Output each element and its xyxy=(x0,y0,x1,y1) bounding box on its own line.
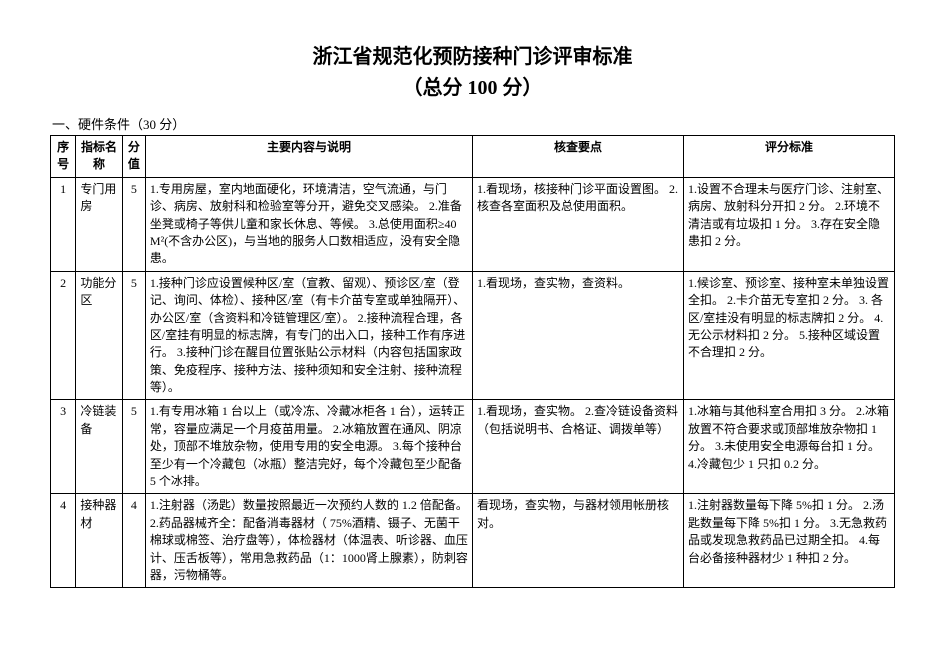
col-desc: 主要内容与说明 xyxy=(145,136,472,178)
cell-desc: 1.注射器（汤匙）数量按照最近一次预约人数的 1.2 倍配备。 2.药品器械齐全… xyxy=(145,494,472,588)
doc-subtitle: （总分 100 分） xyxy=(50,71,895,100)
cell-eval: 1.设置不合理未与医疗门诊、注射室、病房、放射科分开扣 2 分。 2.环境不清洁… xyxy=(683,177,894,271)
cell-check: 看现场，查实物，与器材领用帐册核对。 xyxy=(472,494,683,588)
cell-check: 1.看现场，查实物。 2.查冷链设备资料（包括说明书、合格证、调拨单等） xyxy=(472,400,683,494)
cell-eval: 1.候诊室、预诊室、接种室未单独设置全扣。 2.卡介苗无专室扣 2 分。 3. … xyxy=(683,271,894,400)
cell-score: 4 xyxy=(122,494,145,588)
cell-name: 专门用房 xyxy=(76,177,122,271)
table-body: 1 专门用房 5 1.专用房屋，室内地面硬化，环境清洁，空气流通，与门诊、病房、… xyxy=(51,177,895,588)
cell-score: 5 xyxy=(122,177,145,271)
table-row: 2 功能分区 5 1.接种门诊应设置候种区/室（宣教、留观）、预诊区/室（登记、… xyxy=(51,271,895,400)
col-check: 核查要点 xyxy=(472,136,683,178)
table-header-row: 序号 指标名称 分值 主要内容与说明 核查要点 评分标准 xyxy=(51,136,895,178)
cell-score: 5 xyxy=(122,400,145,494)
table-row: 1 专门用房 5 1.专用房屋，室内地面硬化，环境清洁，空气流通，与门诊、病房、… xyxy=(51,177,895,271)
col-name: 指标名称 xyxy=(76,136,122,178)
cell-name: 功能分区 xyxy=(76,271,122,400)
cell-check: 1.看现场，核接种门诊平面设置图。 2.核查各室面积及总使用面积。 xyxy=(472,177,683,271)
cell-eval: 1.注射器数量每下降 5%扣 1 分。 2.汤匙数量每下降 5%扣 1 分。 3… xyxy=(683,494,894,588)
cell-name: 冷链装备 xyxy=(76,400,122,494)
table-row: 3 冷链装备 5 1.有专用冰箱 1 台以上（或冷冻、冷藏冰柜各 1 台），运转… xyxy=(51,400,895,494)
cell-eval: 1.冰箱与其他科室合用扣 3 分。 2.冰箱放置不符合要求或顶部堆放杂物扣 1 … xyxy=(683,400,894,494)
col-score: 分值 xyxy=(122,136,145,178)
cell-desc: 1.专用房屋，室内地面硬化，环境清洁，空气流通，与门诊、病房、放射科和检验室等分… xyxy=(145,177,472,271)
cell-seq: 3 xyxy=(51,400,76,494)
col-eval: 评分标准 xyxy=(683,136,894,178)
cell-seq: 1 xyxy=(51,177,76,271)
cell-desc: 1.有专用冰箱 1 台以上（或冷冻、冷藏冰柜各 1 台），运转正常，容量应满足一… xyxy=(145,400,472,494)
cell-seq: 2 xyxy=(51,271,76,400)
cell-score: 5 xyxy=(122,271,145,400)
doc-title: 浙江省规范化预防接种门诊评审标准 xyxy=(50,40,895,69)
cell-desc: 1.接种门诊应设置候种区/室（宣教、留观）、预诊区/室（登记、询问、体检）、接种… xyxy=(145,271,472,400)
cell-name: 接种器材 xyxy=(76,494,122,588)
cell-check: 1.看现场，查实物，查资料。 xyxy=(472,271,683,400)
standards-table: 序号 指标名称 分值 主要内容与说明 核查要点 评分标准 1 专门用房 5 1.… xyxy=(50,135,895,588)
cell-seq: 4 xyxy=(51,494,76,588)
section-heading: 一、硬件条件（30 分） xyxy=(52,114,895,133)
table-row: 4 接种器材 4 1.注射器（汤匙）数量按照最近一次预约人数的 1.2 倍配备。… xyxy=(51,494,895,588)
col-seq: 序号 xyxy=(51,136,76,178)
